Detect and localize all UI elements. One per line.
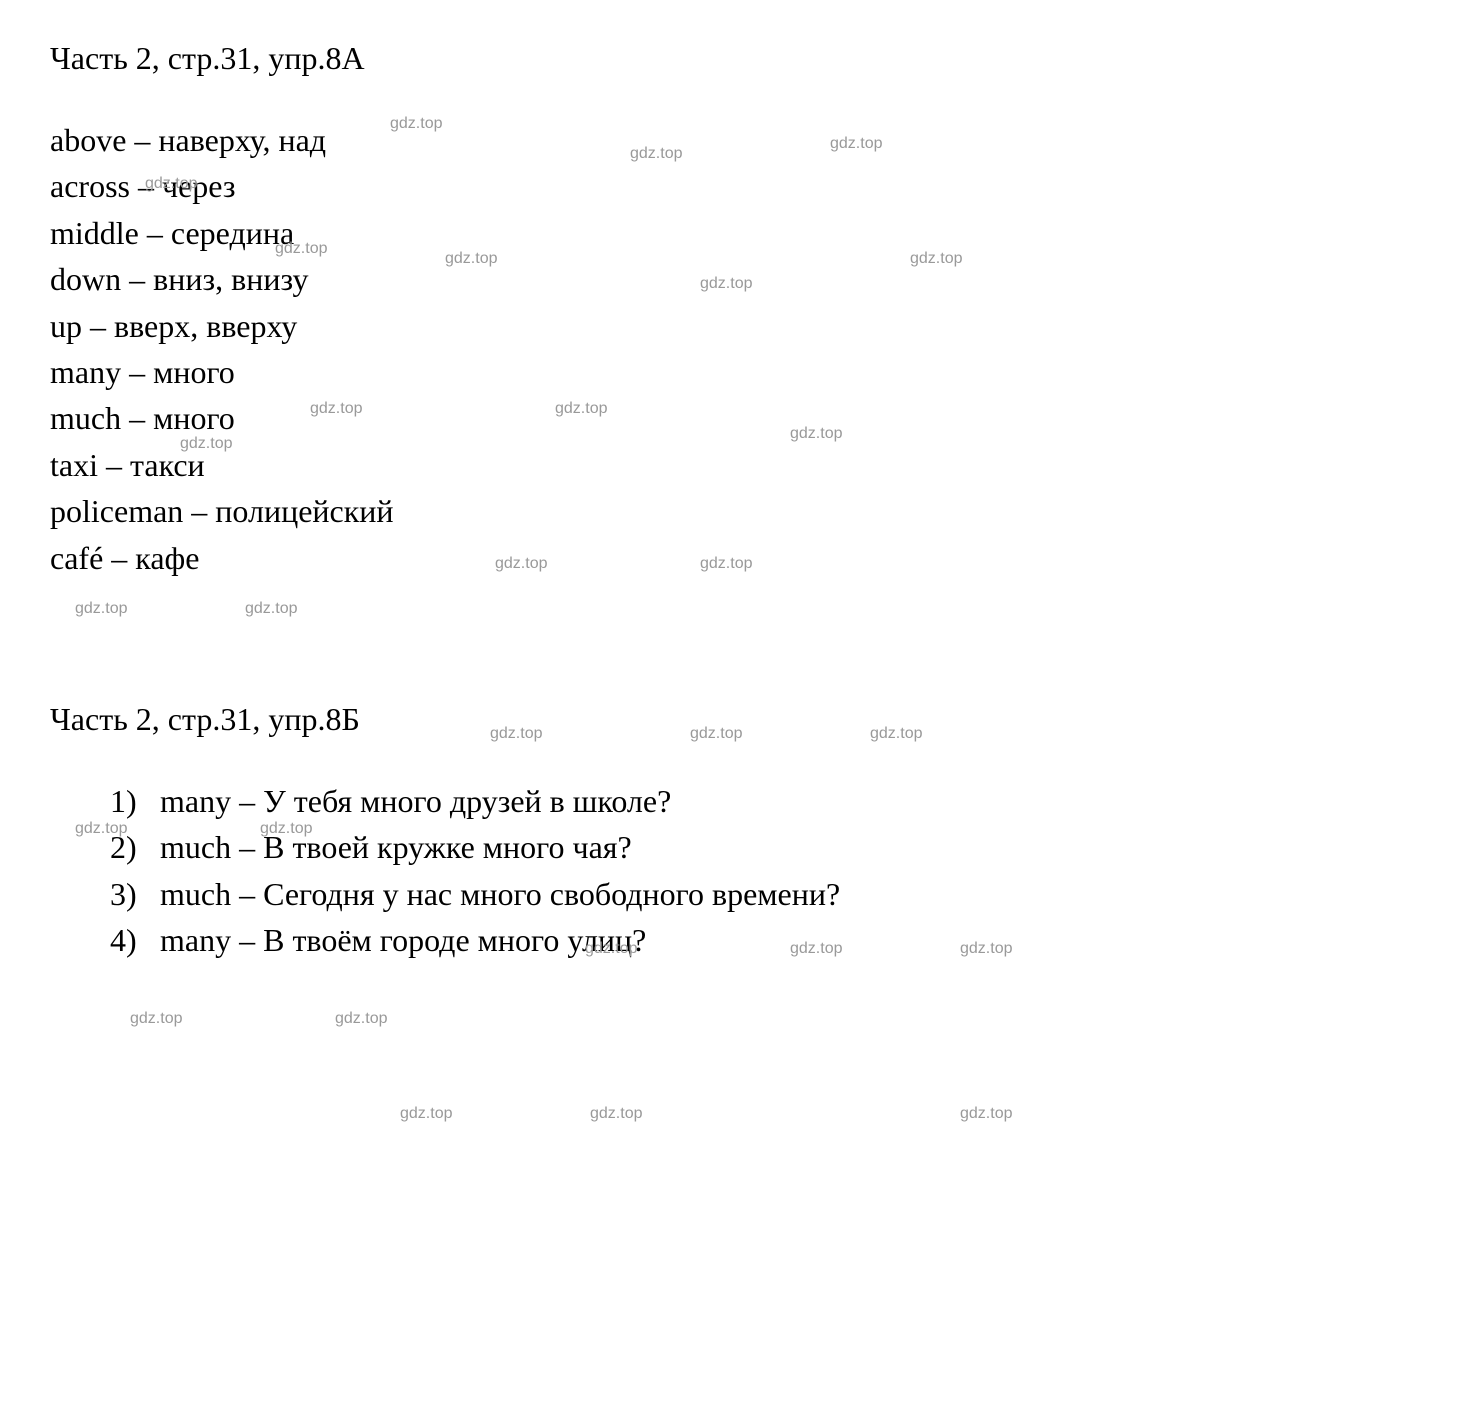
list-item: 1)many – У тебя много друзей в школе? [110,778,1430,824]
item-separator: – [231,783,263,819]
vocab-separator: – [139,215,171,251]
vocab-english: many [50,354,121,390]
item-number: 1) [110,778,160,824]
vocab-russian: такси [130,447,205,483]
vocab-english: much [50,400,121,436]
vocab-russian: много [153,354,235,390]
vocab-russian: вниз, внизу [153,261,308,297]
numbered-list: 1)many – У тебя много друзей в школе?2)m… [50,778,1430,964]
vocab-separator: – [121,354,153,390]
item-separator: – [231,876,263,912]
vocab-english: café [50,540,103,576]
section-2-title: Часть 2, стр.31, упр.8Б [50,701,360,737]
vocab-english: up [50,308,82,344]
vocab-english: above [50,122,126,158]
item-word: many [160,922,231,958]
vocab-item: up – вверх, вверху [50,303,1430,349]
vocab-english: middle [50,215,139,251]
watermark: gdz.top [245,600,297,618]
item-question: В твоём городе много улиц? [263,922,646,958]
vocab-english: down [50,261,121,297]
vocab-russian: вверх, вверху [114,308,297,344]
vocab-english: taxi [50,447,98,483]
vocab-russian: кафе [135,540,199,576]
item-number: 2) [110,824,160,870]
item-separator: – [231,829,263,865]
vocab-item: above – наверху, над [50,117,1430,163]
vocabulary-list: above – наверху, надacross – черезmiddle… [50,117,1430,581]
section-2-header: Часть 2, стр.31, упр.8Б [50,701,1430,738]
item-content: many – В твоём городе много улиц? [160,917,646,963]
vocab-item: down – вниз, внизу [50,256,1430,302]
vocab-separator: – [130,168,162,204]
vocab-item: many – много [50,349,1430,395]
item-content: many – У тебя много друзей в школе? [160,778,671,824]
vocab-russian: середина [171,215,294,251]
item-question: В твоей кружке много чая? [263,829,632,865]
item-number: 3) [110,871,160,917]
vocab-item: taxi – такси [50,442,1430,488]
vocab-english: policeman [50,493,183,529]
section-1-title: Часть 2, стр.31, упр.8А [50,40,365,76]
vocab-separator: – [126,122,158,158]
item-content: much – Сегодня у нас много свободного вр… [160,871,840,917]
item-number: 4) [110,917,160,963]
list-item: 3)much – Сегодня у нас много свободного … [110,871,1430,917]
vocab-item: across – через [50,163,1430,209]
watermark: gdz.top [960,1105,1012,1123]
vocab-separator: – [82,308,114,344]
vocab-russian: через [162,168,236,204]
vocab-separator: – [121,400,153,436]
vocab-item: café – кафе [50,535,1430,581]
item-content: much – В твоей кружке много чая? [160,824,632,870]
item-word: much [160,876,231,912]
watermark: gdz.top [335,1010,387,1028]
vocab-separator: – [98,447,130,483]
watermark: gdz.top [400,1105,452,1123]
vocab-english: across [50,168,130,204]
vocab-russian: наверху, над [158,122,326,158]
vocab-russian: полицейский [215,493,393,529]
item-word: much [160,829,231,865]
vocab-russian: много [153,400,235,436]
item-separator: – [231,922,263,958]
watermark: gdz.top [590,1105,642,1123]
watermark: gdz.top [75,600,127,618]
item-word: many [160,783,231,819]
watermark: gdz.top [130,1010,182,1028]
list-item: 2)much – В твоей кружке много чая? [110,824,1430,870]
list-item: 4)many – В твоём городе много улиц? [110,917,1430,963]
vocab-item: middle – середина [50,210,1430,256]
section-1-header: Часть 2, стр.31, упр.8А [50,40,1430,77]
vocab-item: much – много [50,395,1430,441]
item-question: Сегодня у нас много свободного времени? [263,876,840,912]
vocab-separator: – [183,493,215,529]
item-question: У тебя много друзей в школе? [263,783,671,819]
vocab-separator: – [121,261,153,297]
vocab-separator: – [103,540,135,576]
vocab-item: policeman – полицейский [50,488,1430,534]
